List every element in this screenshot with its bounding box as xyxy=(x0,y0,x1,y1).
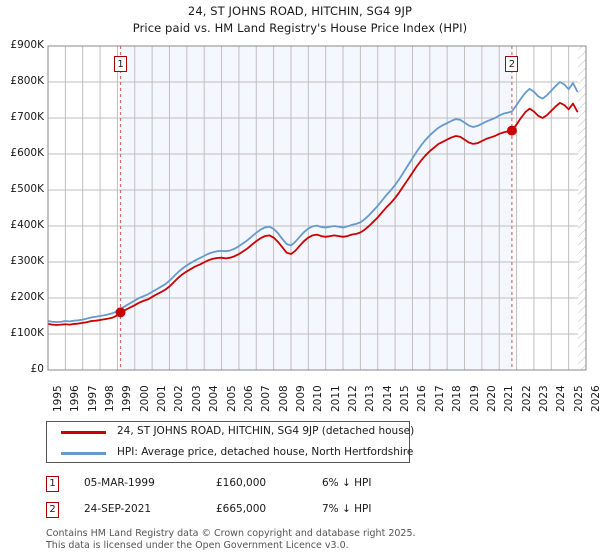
x-axis-tick-label: 2013 xyxy=(364,385,377,412)
transaction-hpi-delta: 6% ↓ HPI xyxy=(322,477,372,489)
y-axis-tick-label: £300K xyxy=(10,255,44,267)
chart-legend: 24, ST JOHNS ROAD, HITCHIN, SG4 9JP (det… xyxy=(46,421,414,464)
x-axis-tick-label: 2016 xyxy=(416,385,429,412)
y-axis-tick-label: £400K xyxy=(10,219,44,231)
transaction-price: £160,000 xyxy=(216,477,267,489)
page-title: 24, ST JOHNS ROAD, HITCHIN, SG4 9JP xyxy=(187,4,413,18)
x-axis-tick-label: 1998 xyxy=(104,385,117,412)
x-axis-tick-label: 2018 xyxy=(451,385,464,412)
transaction-date: 05-MAR-1999 xyxy=(84,477,155,489)
x-axis-tick-label: 1996 xyxy=(69,385,82,412)
y-axis-tick-label: £800K xyxy=(10,75,44,87)
y-axis-tick-label: £200K xyxy=(10,291,44,303)
future-period-hatching xyxy=(578,46,586,370)
legend-label-price-paid: 24, ST JOHNS ROAD, HITCHIN, SG4 9JP (det… xyxy=(117,425,415,437)
x-axis-tick-label: 2025 xyxy=(572,385,585,412)
x-axis-tick-label: 2015 xyxy=(399,385,412,412)
x-axis-tick-label: 2017 xyxy=(433,385,446,412)
x-axis-tick-label: 2005 xyxy=(225,385,238,412)
y-axis-tick-label: £500K xyxy=(10,183,44,195)
x-axis-tick-label: 2002 xyxy=(173,385,186,412)
x-axis-tick-label: 2009 xyxy=(294,385,307,412)
transaction-marker-number: 1 xyxy=(46,476,59,492)
annotation-marker-1: 1 xyxy=(114,56,128,72)
sale-point-markers xyxy=(115,125,517,318)
price-paid-series-line xyxy=(48,101,579,326)
transaction-hpi-delta: 7% ↓ HPI xyxy=(322,503,372,515)
x-axis-tick-label: 2011 xyxy=(329,385,342,412)
transaction-marker-number: 2 xyxy=(46,502,59,518)
x-axis-tick-label: 2021 xyxy=(503,385,516,412)
x-axis-tick-label: 2020 xyxy=(485,385,498,412)
x-axis-tick-label: 2004 xyxy=(208,385,221,412)
x-axis-tick-label: 2024 xyxy=(555,385,568,412)
transaction-date: 24-SEP-2021 xyxy=(84,503,152,515)
x-axis-tick-label: 2014 xyxy=(381,385,394,412)
x-axis-tick-label: 2022 xyxy=(520,385,533,412)
x-axis-tick-label: 2019 xyxy=(468,385,481,412)
x-axis-tick-label: 2001 xyxy=(156,385,169,412)
x-axis-tick-label: 2008 xyxy=(277,385,290,412)
legend-item-hpi: HPI: Average price, detached house, Nort… xyxy=(47,443,413,464)
x-axis-tick-label: 2000 xyxy=(138,385,151,412)
legend-item-price-paid: 24, ST JOHNS ROAD, HITCHIN, SG4 9JP (det… xyxy=(47,422,414,443)
x-axis-tick-label: 2003 xyxy=(190,385,203,412)
x-axis-tick-label: 2010 xyxy=(312,385,325,412)
legend-label-hpi: HPI: Average price, detached house, Nort… xyxy=(117,446,414,458)
x-axis-tick-label: 1995 xyxy=(52,385,64,412)
hpi-series-line xyxy=(48,81,579,324)
transaction-span-shading xyxy=(120,46,512,370)
table-row: 2 24-SEP-2021 £665,000 7% ↓ HPI xyxy=(0,500,600,522)
y-axis-tick-label: £900K xyxy=(10,39,44,51)
y-axis-tick-label: £600K xyxy=(10,147,44,159)
legend-swatch-price-paid xyxy=(61,431,106,434)
page-subtitle: Price paid vs. HM Land Registry's House … xyxy=(132,21,468,35)
x-axis-tick-label: 2006 xyxy=(242,385,255,412)
transaction-price: £665,000 xyxy=(216,503,267,515)
x-axis-tick-label: 2012 xyxy=(347,385,360,412)
y-axis-tick-label: £700K xyxy=(10,111,44,123)
legend-swatch-hpi xyxy=(61,452,106,455)
footer-line-1: Contains HM Land Registry data © Crown c… xyxy=(46,528,416,539)
y-axis-tick-label: £100K xyxy=(10,327,44,339)
x-axis-tick-label: 1999 xyxy=(121,385,134,412)
footer-line-2: This data is licensed under the Open Gov… xyxy=(46,539,349,551)
table-row: 1 05-MAR-1999 £160,000 6% ↓ HPI xyxy=(0,474,600,496)
x-axis-tick-label: 2026 xyxy=(590,385,600,412)
y-axis-tick-label: £0 xyxy=(30,363,44,375)
x-axis-tick-label: 2007 xyxy=(260,385,273,412)
copyright-footer: Contains HM Land Registry data © Crown c… xyxy=(46,528,586,551)
x-axis-tick-label: 1997 xyxy=(86,385,99,412)
annotation-marker-2: 2 xyxy=(505,56,519,72)
x-axis-tick-label: 2023 xyxy=(537,385,550,412)
